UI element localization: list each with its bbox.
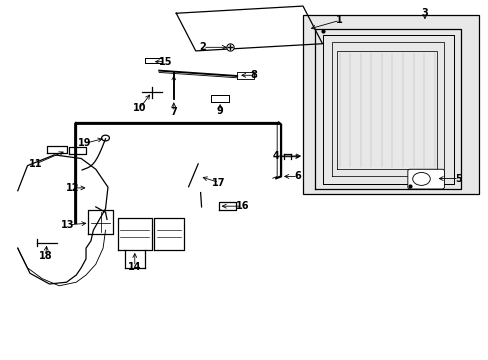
Text: 13: 13 [61,220,75,230]
Text: 16: 16 [235,201,249,211]
FancyBboxPatch shape [303,15,478,194]
Text: 3: 3 [421,8,427,18]
Text: 15: 15 [159,57,172,67]
Text: 19: 19 [78,139,91,148]
Text: 18: 18 [39,251,52,261]
Text: 1: 1 [336,15,342,26]
FancyBboxPatch shape [407,169,444,189]
Text: 6: 6 [294,171,301,181]
Text: 7: 7 [170,107,177,117]
Text: 2: 2 [199,42,206,52]
Text: 9: 9 [216,106,223,116]
Text: 8: 8 [250,70,257,80]
Text: 4: 4 [272,151,279,161]
Text: 14: 14 [128,262,141,272]
Text: 10: 10 [133,103,146,113]
Text: 17: 17 [212,177,225,188]
Text: 11: 11 [29,159,42,169]
Text: 12: 12 [66,183,80,193]
Text: 5: 5 [455,174,462,184]
